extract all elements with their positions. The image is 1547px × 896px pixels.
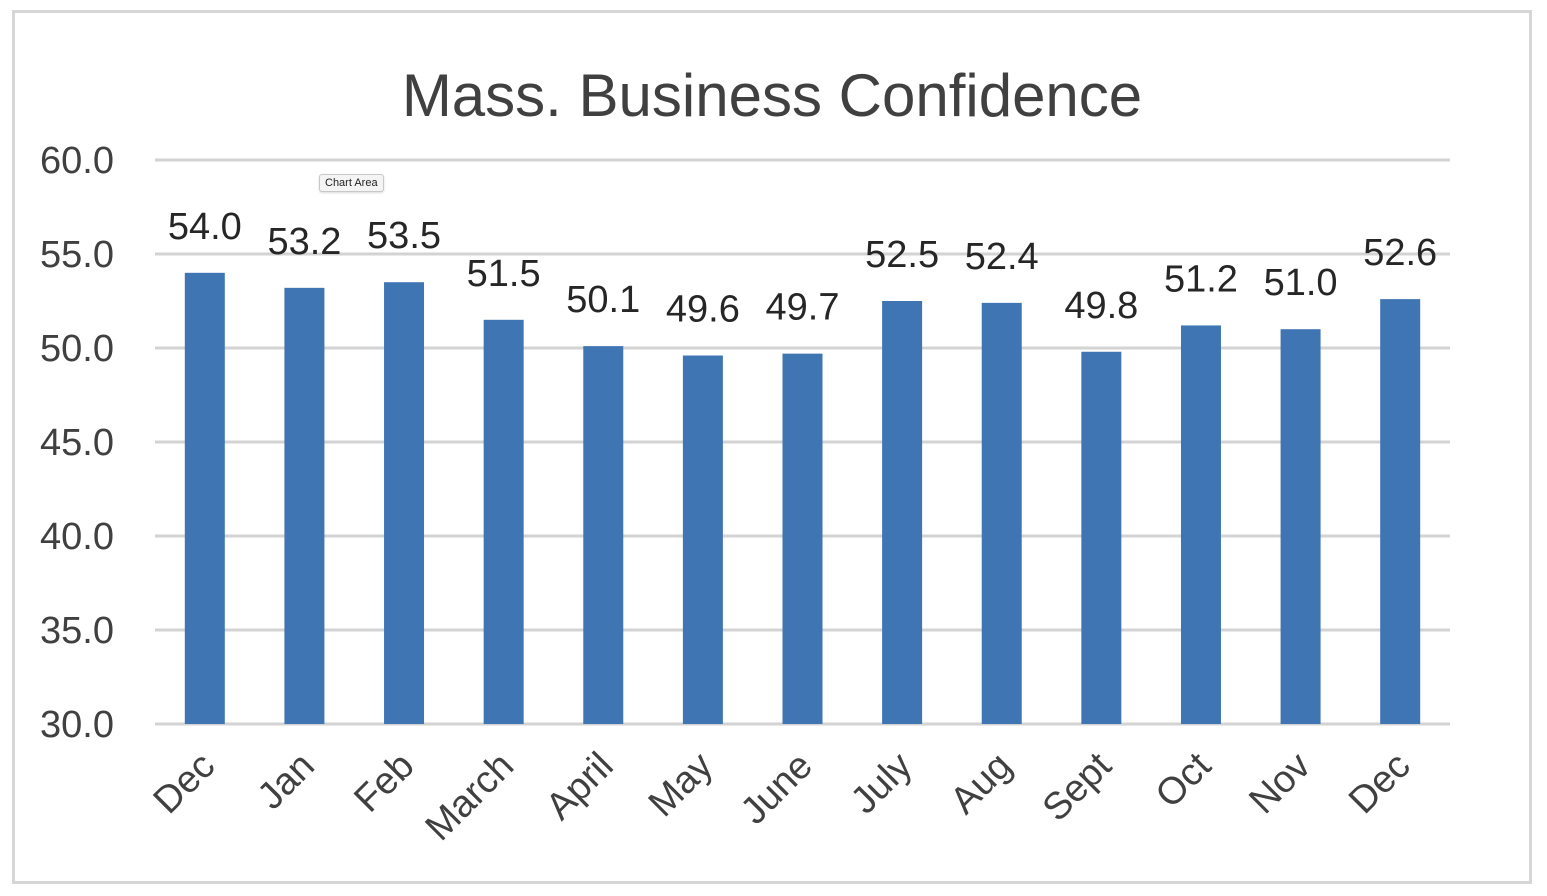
x-tick-label: Nov — [1241, 745, 1318, 822]
chart-area[interactable] — [12, 10, 1532, 884]
data-label: 52.6 — [1363, 232, 1437, 274]
bar[interactable] — [682, 355, 723, 724]
x-tick-label: Feb — [346, 745, 422, 821]
y-tick-label: 35.0 — [40, 610, 114, 652]
data-label: 53.5 — [367, 215, 441, 257]
y-tick-label: 40.0 — [40, 516, 114, 558]
data-labels: 54.0 53.2 53.5 51.5 50.1 49.6 49.7 52.5 52.4 49.8… — [168, 206, 1437, 331]
bars — [184, 272, 1421, 724]
y-axis-ticks: 30.0 35.0 40.0 45.0 50.0 55.0 60.0 — [40, 140, 114, 746]
bar[interactable] — [1280, 329, 1321, 724]
chart-area-tooltip: Chart Area — [319, 174, 384, 192]
data-label: 52.5 — [865, 234, 939, 276]
data-label: 49.6 — [666, 289, 740, 331]
bar[interactable] — [981, 302, 1022, 724]
y-tick-label: 50.0 — [40, 328, 114, 370]
data-label: 49.7 — [766, 287, 840, 329]
x-tick-label: June — [733, 745, 821, 833]
y-tick-label: 30.0 — [40, 704, 114, 746]
x-tick-label: March — [418, 745, 522, 849]
data-label: 53.2 — [267, 221, 341, 263]
x-tick-label: Jan — [250, 745, 323, 818]
bar[interactable] — [782, 353, 823, 724]
x-tick-label: April — [538, 745, 621, 828]
x-tick-label: Aug — [943, 745, 1021, 823]
x-tick-label: Dec — [146, 745, 223, 822]
data-label: 51.5 — [467, 253, 541, 295]
chart-title: Mass. Business Confidence — [402, 62, 1142, 129]
data-label: 54.0 — [168, 206, 242, 248]
data-label: 52.4 — [965, 236, 1039, 278]
x-tick-label: Oct — [1148, 744, 1220, 816]
x-tick-label: Dec — [1341, 745, 1418, 822]
bar[interactable] — [1380, 299, 1421, 724]
data-label: 49.8 — [1064, 285, 1138, 327]
bar[interactable] — [1081, 351, 1122, 724]
x-tick-label: May — [641, 745, 721, 825]
bar[interactable] — [184, 272, 225, 724]
gridlines — [155, 158, 1450, 726]
data-label: 51.0 — [1264, 262, 1338, 304]
bar[interactable] — [1180, 325, 1221, 724]
x-tick-label: Sept — [1035, 744, 1120, 829]
y-tick-label: 55.0 — [40, 234, 114, 276]
y-tick-label: 60.0 — [40, 140, 114, 182]
bar[interactable] — [284, 287, 325, 724]
bar[interactable] — [483, 319, 524, 724]
bar[interactable] — [583, 346, 624, 724]
bar[interactable] — [384, 282, 425, 724]
y-tick-label: 45.0 — [40, 422, 114, 464]
data-label: 50.1 — [566, 279, 640, 321]
data-label: 51.2 — [1164, 258, 1238, 300]
bar[interactable] — [882, 301, 923, 724]
x-tick-label: July — [843, 745, 920, 822]
